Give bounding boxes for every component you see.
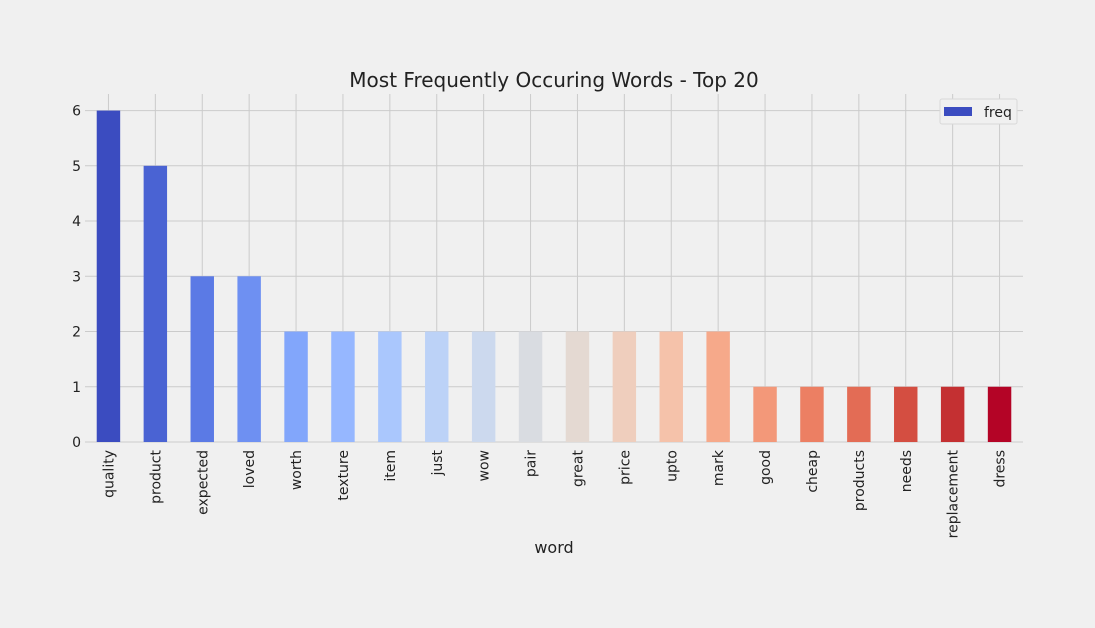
bar-great <box>565 331 590 442</box>
x-tick-label: loved <box>242 450 258 488</box>
bar-dress <box>987 386 1012 442</box>
bar-pair <box>518 331 543 442</box>
x-tick-label: just <box>430 449 446 476</box>
bar-just <box>425 331 449 442</box>
legend-label: freq <box>984 105 1012 121</box>
bar-texture <box>331 331 355 442</box>
x-tick-label: good <box>758 450 774 485</box>
x-axis-title: word <box>534 538 573 557</box>
legend-swatch <box>944 107 972 116</box>
legend: freq <box>939 98 1018 125</box>
chart-title: Most Frequently Occuring Words - Top 20 <box>349 68 758 92</box>
y-axis-ticks: 0 1 2 3 4 5 6 <box>72 104 81 451</box>
x-tick-label: upto <box>664 450 680 482</box>
bar-quality <box>96 110 121 443</box>
x-tick-label: worth <box>289 450 305 490</box>
x-tick-label: needs <box>899 450 915 492</box>
bar-cheap <box>800 386 824 442</box>
bar-product <box>143 165 168 443</box>
x-tick-label: wow <box>477 450 493 481</box>
bar-needs <box>894 386 918 442</box>
bar-loved <box>237 276 261 442</box>
y-tick-label: 4 <box>72 214 81 230</box>
x-tick-label: products <box>852 450 868 511</box>
x-tick-label: dress <box>993 450 1009 488</box>
y-tick-label: 0 <box>72 435 81 451</box>
y-tick-label: 3 <box>72 269 81 285</box>
bar-expected <box>190 276 214 442</box>
y-tick-label: 5 <box>72 159 81 175</box>
x-tick-label: mark <box>711 449 727 486</box>
x-tick-label: pair <box>524 450 540 477</box>
x-tick-label: price <box>617 450 633 485</box>
x-tick-label: quality <box>101 450 117 498</box>
bar-products <box>847 386 871 442</box>
bars <box>96 110 1012 443</box>
x-tick-label: replacement <box>946 449 962 538</box>
x-tick-label: expected <box>195 450 211 515</box>
y-tick-label: 6 <box>72 104 81 120</box>
x-tick-label: item <box>383 450 399 482</box>
x-tick-label: great <box>570 450 586 488</box>
grid <box>85 94 1023 443</box>
bar-wow <box>471 331 496 442</box>
y-tick-label: 1 <box>72 380 81 396</box>
bar-mark <box>706 331 730 442</box>
bar-worth <box>284 331 308 442</box>
bar-good <box>753 386 777 442</box>
legend-box <box>939 98 1018 125</box>
x-axis-ticks: quality product expected loved worth texture i… <box>101 449 1008 538</box>
y-tick-label: 2 <box>72 325 81 341</box>
bar-price <box>612 331 637 442</box>
bar-item <box>378 331 402 442</box>
x-tick-label: cheap <box>805 450 821 493</box>
x-tick-label: texture <box>336 450 352 501</box>
bar-upto <box>659 331 683 442</box>
x-tick-label: product <box>148 450 164 504</box>
bar-replacement <box>940 386 965 442</box>
